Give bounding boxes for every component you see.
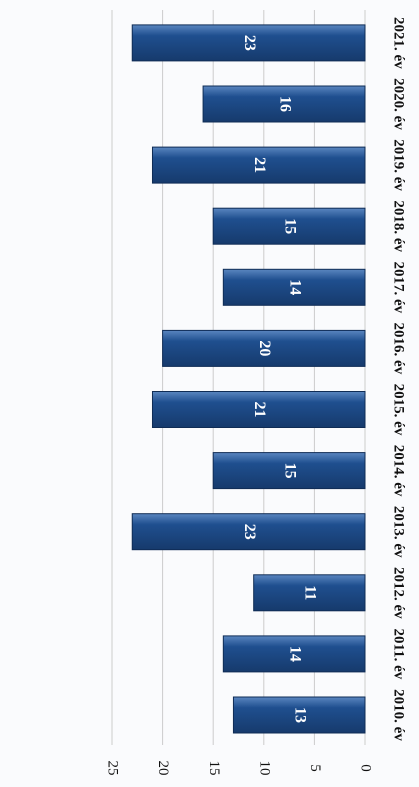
data-label: 14 [286, 646, 303, 662]
x-tick-label: 2010. év [391, 689, 407, 741]
y-tick-label: 5 [307, 764, 323, 772]
x-tick-label: 2017. év [391, 261, 407, 313]
x-tick-label: 2015. év [391, 384, 407, 436]
data-label: 23 [241, 35, 258, 51]
y-tick-label: 10 [256, 761, 272, 776]
bar [253, 574, 366, 612]
bar [222, 268, 366, 306]
x-tick-label: 2016. év [391, 323, 407, 375]
y-tick-label: 0 [358, 764, 374, 772]
data-label: 20 [256, 340, 273, 356]
data-label: 21 [251, 157, 268, 173]
bar [162, 329, 366, 367]
bar [202, 85, 366, 123]
data-label: 13 [292, 707, 309, 723]
x-tick-label: 2020. év [391, 78, 407, 130]
y-tick-label: 25 [105, 761, 121, 776]
data-label: 21 [251, 402, 268, 418]
data-label: 11 [302, 585, 319, 600]
bar [212, 452, 366, 490]
bar [232, 696, 366, 734]
bar [151, 391, 366, 428]
data-label: 16 [276, 96, 293, 112]
x-tick-label: 2018. év [391, 200, 407, 252]
x-tick-label: 2013. év [391, 506, 407, 558]
x-tick-label: 2012. év [391, 567, 407, 619]
x-tick-label: 2011. év [391, 628, 407, 679]
data-label: 15 [281, 218, 298, 234]
data-label: 14 [286, 279, 303, 295]
y-tick-label: 15 [206, 761, 222, 776]
bar [151, 146, 366, 184]
x-tick-label: 2021. év [391, 17, 407, 69]
y-tick-label: 20 [155, 761, 171, 776]
x-tick-label: 2014. év [391, 445, 407, 497]
bar [222, 635, 366, 673]
data-label: 15 [281, 463, 298, 479]
bar [131, 24, 366, 62]
data-label: 23 [241, 524, 258, 540]
x-tick-label: 2019. év [391, 139, 407, 191]
bar [212, 207, 366, 245]
bar [131, 513, 366, 551]
